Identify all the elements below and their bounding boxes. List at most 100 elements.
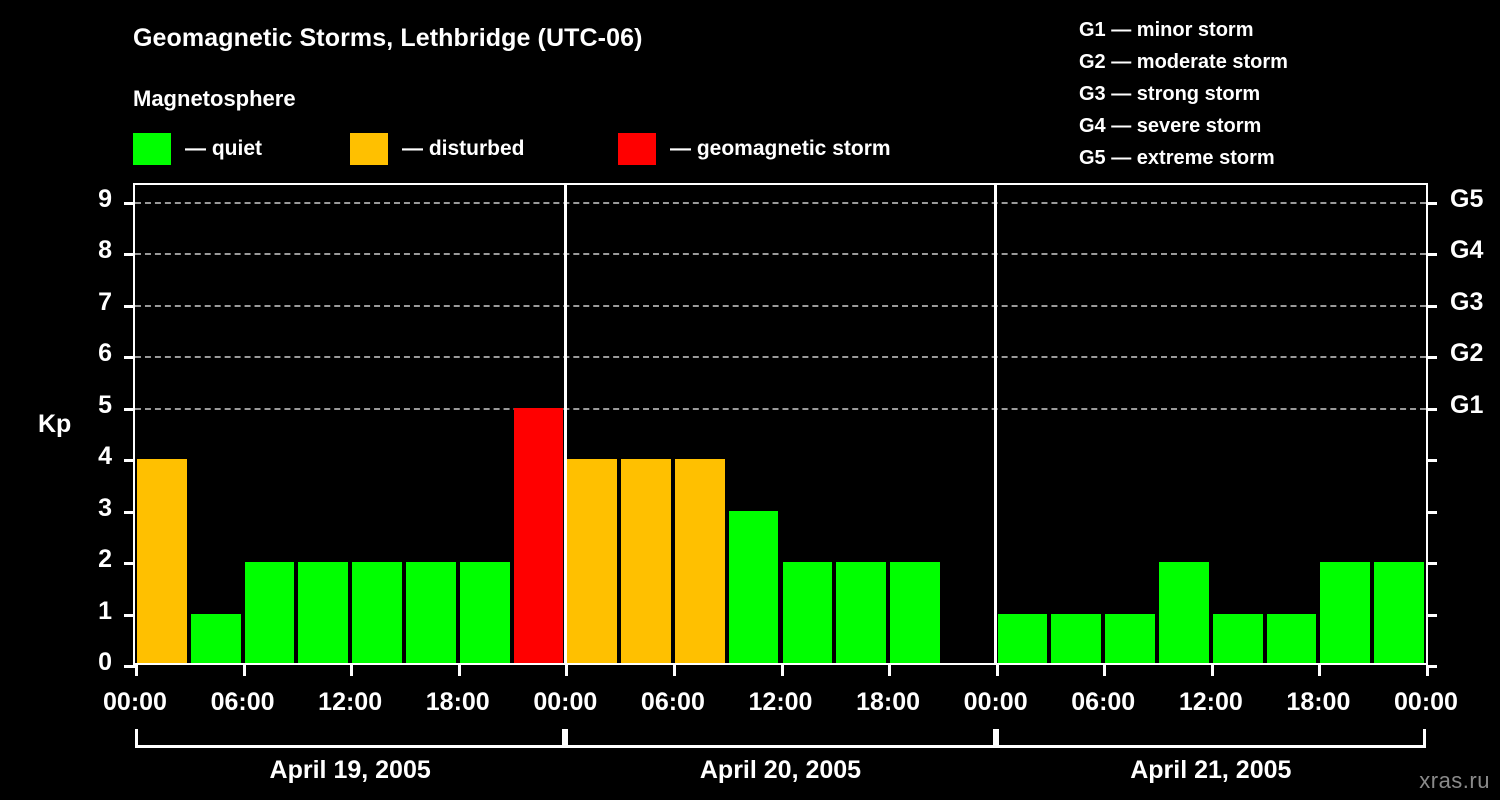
y-axis-title: Kp xyxy=(38,410,72,438)
gridline-kp-7 xyxy=(135,304,1426,307)
g-scale-label-G5: G5 xyxy=(1450,185,1484,213)
day-caption-3: April 21, 2005 xyxy=(1130,756,1292,784)
y-right-tick-kp-4 xyxy=(1426,459,1437,463)
bar[interactable] xyxy=(459,562,510,665)
y-tick-5 xyxy=(124,407,135,411)
bar[interactable] xyxy=(890,562,940,665)
y-right-tick-kp-5 xyxy=(1426,407,1437,411)
x-tick-label-4: 00:00 xyxy=(533,688,598,716)
day-bracket-line-2 xyxy=(565,745,996,748)
bar[interactable] xyxy=(137,459,187,665)
gscale-legend: G1 — minor storm G2 — moderate storm G3 — … xyxy=(1079,14,1288,174)
x-tick-label-3: 18:00 xyxy=(425,688,490,716)
page-title: Geomagnetic Storms, Lethbridge (UTC-06) xyxy=(133,24,643,52)
x-tick-label-8: 00:00 xyxy=(963,688,1028,716)
g-scale-label-G2: G2 xyxy=(1450,339,1484,368)
bar[interactable] xyxy=(1051,613,1102,665)
x-tick-label-0: 00:00 xyxy=(103,688,167,716)
day-bracket-line-3 xyxy=(995,745,1426,748)
day-caption-1: April 19, 2005 xyxy=(269,756,431,784)
y-right-tick-kp-8 xyxy=(1426,253,1437,257)
x-tick-label-1: 06:00 xyxy=(210,688,275,716)
bar[interactable] xyxy=(190,613,241,665)
y-tick-label-6: 6 xyxy=(98,339,112,368)
x-tick-3 xyxy=(457,665,461,676)
y-tick-2 xyxy=(124,562,135,566)
day-bracket-tick-right-2 xyxy=(992,729,996,745)
bar[interactable] xyxy=(1374,562,1424,665)
bar[interactable] xyxy=(621,459,671,665)
bar[interactable] xyxy=(1105,613,1156,665)
legend-swatch-disturbed xyxy=(350,133,388,165)
x-tick-9 xyxy=(1103,665,1107,676)
watermark: xras.ru xyxy=(1419,768,1490,793)
legend-label-geomagnetic-storm: — geomagnetic storm xyxy=(670,137,891,160)
section-label: Magnetosphere xyxy=(133,86,296,111)
bar[interactable] xyxy=(1159,562,1209,665)
x-tick-1 xyxy=(242,665,246,676)
bar[interactable] xyxy=(836,562,887,665)
x-tick-11 xyxy=(1318,665,1322,676)
y-tick-6 xyxy=(124,356,135,360)
g-scale-label-G3: G3 xyxy=(1450,287,1484,316)
day-bracket-tick-left-1 xyxy=(135,729,138,745)
bar[interactable] xyxy=(674,459,725,665)
y-tick-label-2: 2 xyxy=(98,545,112,574)
bar[interactable] xyxy=(298,562,349,665)
x-tick-6 xyxy=(780,665,784,676)
bar[interactable] xyxy=(513,407,564,665)
bar[interactable] xyxy=(997,613,1048,665)
y-tick-1 xyxy=(124,613,135,617)
y-tick-label-3: 3 xyxy=(98,493,112,522)
x-tick-5 xyxy=(672,665,676,676)
y-tick-7 xyxy=(124,304,135,308)
x-tick-label-9: 06:00 xyxy=(1071,688,1136,716)
g-scale-label-G1: G1 xyxy=(1450,390,1484,419)
legend-swatch-quiet xyxy=(133,133,171,165)
day-divider-2 xyxy=(994,185,998,665)
bar[interactable] xyxy=(244,562,295,665)
day-bracket-tick-right-3 xyxy=(1423,729,1426,745)
x-tick-12 xyxy=(1426,665,1429,676)
y-tick-label-4: 4 xyxy=(98,442,112,471)
day-bracket-tick-right-1 xyxy=(562,729,566,745)
bar[interactable] xyxy=(782,562,833,665)
g-scale-label-G4: G4 xyxy=(1450,236,1484,265)
x-tick-label-10: 12:00 xyxy=(1178,688,1243,716)
y-tick-label-0: 0 xyxy=(98,648,112,676)
bar[interactable] xyxy=(567,459,618,665)
y-tick-label-5: 5 xyxy=(98,390,112,419)
plot-frame xyxy=(133,183,1428,665)
day-bracket-line-1 xyxy=(135,745,566,748)
bar[interactable] xyxy=(1266,613,1317,665)
x-tick-4 xyxy=(565,665,569,676)
legend-entry-quiet: — quiet xyxy=(133,133,262,165)
x-tick-label-11: 18:00 xyxy=(1286,688,1351,716)
y-right-tick-kp-9 xyxy=(1426,202,1437,205)
bar[interactable] xyxy=(1320,562,1371,665)
x-tick-8 xyxy=(995,665,999,676)
bar[interactable] xyxy=(1212,613,1263,665)
x-tick-label-7: 18:00 xyxy=(856,688,921,716)
y-right-tick-kp-6 xyxy=(1426,356,1437,360)
y-right-tick-kp-7 xyxy=(1426,304,1437,308)
y-tick-0 xyxy=(124,665,135,668)
day-bracket-tick-left-2 xyxy=(565,729,569,745)
day-caption-2: April 20, 2005 xyxy=(699,756,862,784)
y-tick-4 xyxy=(124,459,135,463)
x-tick-2 xyxy=(350,665,354,676)
bar[interactable] xyxy=(352,562,402,665)
legend-entry-geomagnetic-storm: — geomagnetic storm xyxy=(618,133,891,165)
legend-entry-disturbed: — disturbed xyxy=(350,133,525,165)
y-tick-label-7: 7 xyxy=(98,287,112,316)
gridline-kp-8 xyxy=(135,253,1426,256)
bar[interactable] xyxy=(405,562,456,665)
gscale-legend-row-3: G3 — strong storm xyxy=(1079,83,1261,105)
y-tick-label-9: 9 xyxy=(98,185,112,213)
bar[interactable] xyxy=(728,510,779,665)
gridline-kp-6 xyxy=(135,356,1426,359)
gridline-kp-5 xyxy=(135,407,1426,410)
day-bracket-tick-left-3 xyxy=(995,729,999,745)
y-tick-label-8: 8 xyxy=(98,236,112,265)
